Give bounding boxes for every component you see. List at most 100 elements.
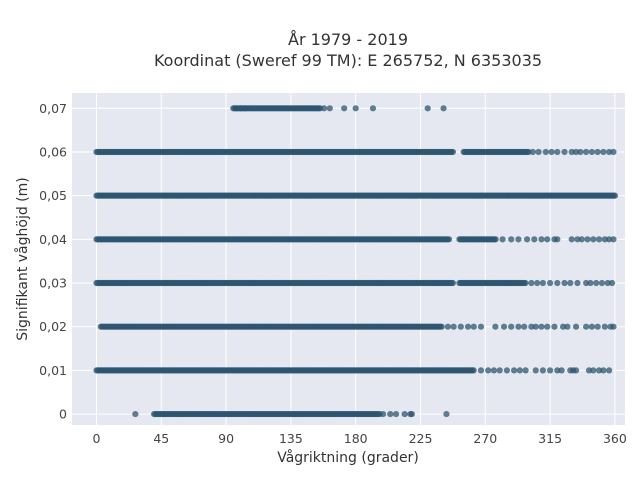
data-point [610, 323, 617, 330]
data-point [606, 236, 613, 243]
x-tick-labels: 0 45 90 135 180 225 270 315 360 [93, 431, 627, 446]
data-point [564, 323, 571, 330]
data-point [503, 367, 511, 374]
data-point [132, 410, 139, 418]
y-tick-label: 0 [59, 407, 67, 422]
data-point [574, 236, 581, 243]
data-point [561, 148, 568, 156]
y-axis-label: Signifikant våghöjd (m) [14, 177, 31, 340]
y-tick-labels: 0 0,01 0,02 0,03 0,04 0,05 0,06 0,07 [39, 101, 67, 422]
data-point [352, 105, 359, 112]
data-point [542, 148, 549, 156]
data-point [554, 236, 561, 243]
data-point [508, 236, 515, 243]
data-point [516, 367, 523, 374]
data-point [470, 367, 477, 374]
data-point [548, 148, 555, 156]
data-point [539, 279, 547, 287]
data-point [583, 323, 590, 330]
data-point [326, 105, 333, 112]
data-point [443, 410, 450, 418]
data-points [93, 105, 619, 418]
data-point [233, 105, 240, 112]
y-tick-label: 0,02 [39, 319, 67, 334]
data-point [450, 323, 457, 330]
data-point [369, 105, 377, 112]
data-point [572, 323, 580, 330]
data-point [610, 236, 617, 243]
data-point [547, 279, 554, 287]
data-point [492, 236, 499, 243]
data-point [606, 367, 613, 374]
data-point [587, 279, 594, 287]
data-point [544, 323, 551, 330]
data-point [590, 367, 597, 374]
data-point [408, 410, 415, 418]
data-point [600, 367, 607, 374]
chart-subtitle: Koordinat (Sweref 99 TM): E 265752, N 63… [154, 51, 542, 70]
data-point [554, 279, 561, 287]
data-point [572, 148, 580, 156]
data-point [558, 367, 565, 374]
data-point [521, 323, 528, 330]
data-point [525, 148, 532, 156]
data-point [515, 323, 522, 330]
x-tick-label: 360 [603, 431, 627, 446]
plot-area [72, 93, 625, 425]
data-point [588, 323, 595, 330]
data-point [444, 323, 451, 330]
data-point [539, 367, 547, 374]
data-point [595, 367, 603, 374]
data-point [532, 367, 539, 374]
data-point [424, 105, 431, 112]
data-point [561, 279, 568, 287]
data-point [438, 323, 445, 330]
data-point [532, 323, 539, 330]
data-point [528, 279, 535, 287]
data-point [608, 279, 616, 287]
data-point [511, 367, 518, 374]
x-tick-label: 90 [218, 431, 234, 446]
data-point [538, 236, 545, 243]
data-point [538, 323, 545, 330]
data-point [515, 236, 522, 243]
data-point [577, 148, 584, 156]
data-point [449, 148, 457, 156]
data-point [578, 236, 585, 243]
y-tick-label: 0,07 [39, 101, 67, 116]
data-point [588, 148, 595, 156]
x-tick-label: 45 [153, 431, 169, 446]
data-point [568, 236, 575, 243]
data-point [457, 323, 464, 330]
data-point [492, 323, 499, 330]
data-point [583, 148, 590, 156]
y-tick-label: 0,03 [39, 276, 67, 291]
data-point [392, 410, 400, 418]
data-point [572, 367, 580, 374]
data-point [534, 279, 541, 287]
y-tick-label: 0,04 [39, 232, 67, 247]
data-point [604, 279, 611, 287]
chart-title: År 1979 - 2019 [288, 30, 408, 49]
data-point [594, 323, 601, 330]
data-point [508, 323, 515, 330]
x-tick-label: 135 [279, 431, 303, 446]
data-point [241, 105, 248, 112]
data-point [601, 323, 608, 330]
data-point [440, 105, 447, 112]
data-point [567, 279, 574, 287]
data-point [477, 367, 485, 374]
data-point [600, 148, 607, 156]
data-point [574, 279, 581, 287]
data-point [601, 236, 608, 243]
x-tick-label: 315 [538, 431, 562, 446]
data-point [594, 148, 601, 156]
data-point [449, 279, 457, 287]
data-point [598, 279, 606, 287]
y-tick-label: 0,05 [39, 188, 67, 203]
data-point [379, 410, 387, 418]
data-point [595, 236, 603, 243]
data-point [445, 236, 453, 243]
data-point [547, 367, 554, 374]
